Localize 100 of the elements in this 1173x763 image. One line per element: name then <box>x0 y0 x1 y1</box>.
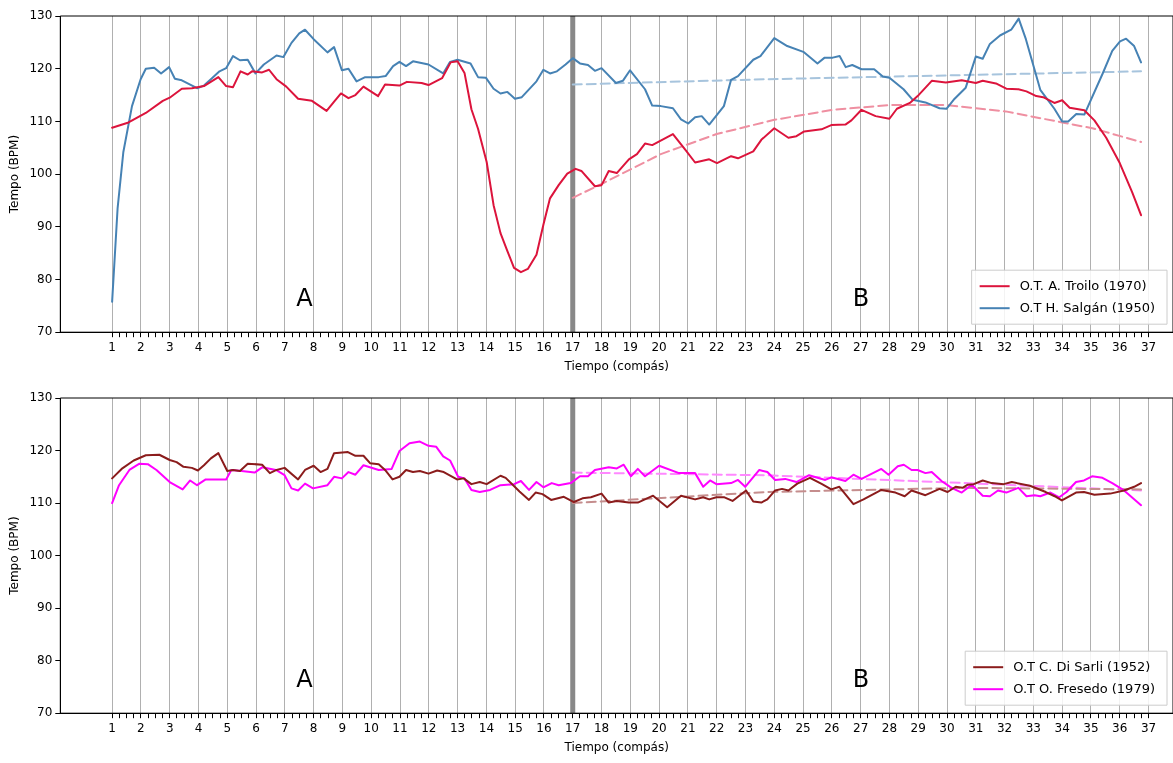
x-tick-label: 25 <box>795 720 811 735</box>
x-tick-label: 7 <box>281 339 289 354</box>
x-tick-label: 12 <box>421 720 437 735</box>
x-tick-label: 34 <box>1054 339 1070 354</box>
annotation: B <box>852 284 870 313</box>
line-series <box>571 471 1143 492</box>
y-tick-label: 90 <box>37 600 53 615</box>
x-tick-label: 19 <box>622 339 638 354</box>
x-tick-label: 3 <box>165 339 174 354</box>
x-tick-label: 17 <box>565 720 581 735</box>
x-axis-title: Tiempo (compás) <box>563 358 669 373</box>
x-tick-label: 9 <box>338 720 347 735</box>
x-tick-label: 3 <box>165 720 174 735</box>
x-tick-label: 1 <box>108 720 116 735</box>
y-tick-label: 80 <box>37 271 53 286</box>
x-tick-label: 37 <box>1140 720 1157 735</box>
y-tick-label: 90 <box>37 218 53 233</box>
x-tick-label: 20 <box>651 720 667 735</box>
annotation: B <box>852 665 870 694</box>
x-tick-label: 2 <box>137 720 145 735</box>
x-tick-label: 29 <box>910 720 926 735</box>
y-tick-label: 70 <box>37 324 53 339</box>
x-tick-label: 2 <box>137 339 145 354</box>
x-tick-label: 31 <box>968 720 984 735</box>
x-tick-label: 28 <box>881 720 898 735</box>
x-tick-label: 13 <box>449 720 466 735</box>
x-tick-label: 36 <box>1112 720 1128 735</box>
x-tick-label: 13 <box>449 339 466 354</box>
x-tick-label: 14 <box>478 720 495 735</box>
y-tick-label: 110 <box>29 495 53 510</box>
x-tick-label: 7 <box>281 720 289 735</box>
x-tick-label: 29 <box>910 339 926 354</box>
x-axis-title: Tiempo (compás) <box>563 739 669 754</box>
x-tick-label: 23 <box>737 339 754 354</box>
x-tick-label: 23 <box>737 720 754 735</box>
x-tick-label: 24 <box>766 339 782 354</box>
x-tick-label: 32 <box>996 339 1013 354</box>
x-tick-label: 14 <box>478 339 495 354</box>
x-tick-label: 36 <box>1112 339 1128 354</box>
x-tick-label: 34 <box>1054 720 1070 735</box>
y-tick-label: 120 <box>29 442 53 457</box>
y-tick-label: 80 <box>37 652 53 667</box>
x-tick-label: 4 <box>194 720 203 735</box>
y-tick-label: 70 <box>37 705 53 720</box>
y-axis-title: Tempo (BPM) <box>7 516 22 596</box>
y-tick-label: 110 <box>29 113 53 128</box>
x-tick-label: 22 <box>709 339 725 354</box>
x-tick-label: 18 <box>593 720 610 735</box>
x-tick-label: 32 <box>996 720 1013 735</box>
x-tick-label: 18 <box>593 339 610 354</box>
x-tick-label: 9 <box>338 339 347 354</box>
x-tick-label: 10 <box>363 720 379 735</box>
y-tick-label: 120 <box>29 60 53 75</box>
x-tick-label: 26 <box>824 339 840 354</box>
x-tick-label: 15 <box>507 339 523 354</box>
x-tick-label: 28 <box>881 339 898 354</box>
x-tick-label: 24 <box>766 720 782 735</box>
x-tick-label: 4 <box>194 339 203 354</box>
x-tick-label: 35 <box>1083 720 1099 735</box>
x-tick-label: 6 <box>252 720 260 735</box>
line-series <box>571 70 1143 86</box>
x-tick-label: 27 <box>853 720 869 735</box>
legend-label: O.T C. Di Sarli (1952) <box>1013 658 1151 674</box>
x-tick-label: 26 <box>824 720 840 735</box>
x-tick-label: 8 <box>309 720 318 735</box>
y-tick-label: 100 <box>29 547 53 562</box>
x-tick-label: 22 <box>709 720 725 735</box>
line-series <box>571 104 1143 199</box>
x-tick-label: 33 <box>1025 339 1042 354</box>
x-tick-label: 21 <box>680 339 696 354</box>
x-tick-label: 1 <box>108 339 116 354</box>
x-tick-label: 31 <box>968 339 984 354</box>
legend-label: O.T H. Salgán (1950) <box>1019 299 1155 315</box>
x-tick-label: 8 <box>309 339 318 354</box>
x-tick-label: 33 <box>1025 720 1042 735</box>
y-tick-label: 100 <box>29 166 53 181</box>
x-tick-label: 6 <box>252 339 260 354</box>
x-tick-label: 19 <box>622 720 638 735</box>
line-series <box>571 486 1143 505</box>
legend-label: O.T O. Fresedo (1979) <box>1013 680 1156 696</box>
y-tick-label: 130 <box>29 8 53 23</box>
x-tick-label: 21 <box>680 720 696 735</box>
x-tick-label: 5 <box>223 720 232 735</box>
legend-label: O.T. A. Troilo (1970) <box>1019 277 1147 293</box>
x-tick-label: 11 <box>392 339 408 354</box>
x-tick-label: 35 <box>1083 339 1099 354</box>
x-tick-label: 5 <box>223 339 232 354</box>
x-tick-label: 27 <box>853 339 869 354</box>
x-tick-label: 16 <box>536 720 552 735</box>
x-tick-label: 17 <box>565 339 581 354</box>
annotation: A <box>296 284 314 313</box>
x-tick-label: 11 <box>392 720 408 735</box>
y-tick-label: 130 <box>29 390 53 405</box>
annotation: A <box>296 665 314 694</box>
x-tick-label: 25 <box>795 339 811 354</box>
x-tick-label: 20 <box>651 339 667 354</box>
x-tick-label: 30 <box>939 720 955 735</box>
x-tick-label: 37 <box>1140 339 1157 354</box>
y-axis-title: Tempo (BPM) <box>7 134 22 215</box>
x-tick-label: 15 <box>507 720 523 735</box>
